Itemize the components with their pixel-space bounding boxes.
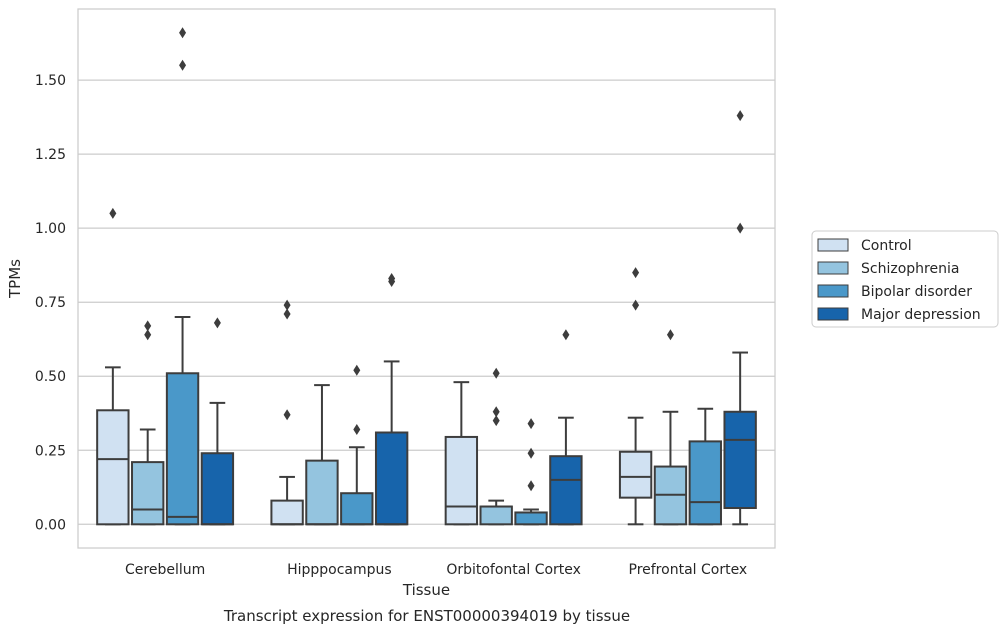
y-tick-label: 1.00 bbox=[35, 221, 66, 237]
outlier-point bbox=[353, 364, 361, 376]
box-body bbox=[618, 450, 653, 499]
outlier-point bbox=[179, 59, 187, 71]
y-tick-label: 0.75 bbox=[35, 295, 66, 311]
y-tick-label: 0.00 bbox=[35, 517, 66, 533]
box-body bbox=[479, 505, 513, 526]
outlier-point bbox=[666, 329, 674, 341]
box-body bbox=[340, 492, 374, 526]
box-body bbox=[200, 452, 235, 526]
box bbox=[305, 384, 339, 526]
x-tick-label: Hipppocampus bbox=[287, 562, 392, 578]
box bbox=[270, 299, 304, 526]
legend-swatch bbox=[817, 307, 849, 321]
legend-frame bbox=[811, 230, 999, 328]
y-tick-label: 1.50 bbox=[35, 73, 66, 89]
box bbox=[549, 329, 583, 526]
chart-caption: Transcript expression for ENST0000039401… bbox=[223, 607, 630, 625]
outlier-point bbox=[492, 415, 500, 427]
outlier-point bbox=[632, 267, 640, 279]
outlier-point bbox=[388, 273, 396, 284]
outlier-point bbox=[213, 317, 221, 329]
box-body bbox=[131, 461, 165, 526]
y-axis-title: TPMs bbox=[6, 259, 24, 299]
legend-label: Control bbox=[861, 238, 912, 254]
outlier-point bbox=[492, 367, 500, 379]
outlier-point bbox=[353, 424, 361, 436]
box-body bbox=[688, 440, 722, 526]
box bbox=[374, 273, 409, 526]
box bbox=[200, 317, 235, 526]
legend: Control Schizophrenia Bipolar disorder Majo… bbox=[811, 230, 999, 328]
box-body bbox=[374, 431, 409, 526]
box bbox=[479, 367, 513, 526]
legend-label: Schizophrenia bbox=[861, 261, 959, 277]
outlier-point bbox=[492, 406, 500, 418]
legend-swatch bbox=[817, 261, 849, 275]
box-body bbox=[549, 455, 583, 526]
outlier-point bbox=[527, 480, 535, 492]
box bbox=[165, 27, 200, 526]
x-tick-label: Orbitofontal Cortex bbox=[446, 562, 581, 578]
box bbox=[618, 267, 653, 526]
box-body bbox=[444, 435, 479, 526]
box bbox=[723, 110, 757, 526]
x-axis-title: Tissue bbox=[402, 581, 450, 599]
x-tick-label: Cerebellum bbox=[125, 562, 205, 578]
outlier-point bbox=[736, 222, 744, 234]
x-tick-labels: Cerebellum Hipppocampus Orbitofontal Corte… bbox=[125, 562, 747, 578]
box-body bbox=[270, 499, 304, 526]
outlier-point bbox=[144, 320, 152, 332]
legend-label: Bipolar disorder bbox=[861, 284, 972, 300]
box-body bbox=[165, 372, 200, 526]
plot-frame bbox=[77, 8, 776, 549]
box-body bbox=[305, 459, 339, 526]
outlier-point bbox=[109, 207, 117, 219]
outlier-point bbox=[527, 418, 535, 430]
outlier-point bbox=[736, 110, 744, 122]
legend-label: Major depression bbox=[861, 307, 981, 323]
legend-swatch bbox=[817, 238, 849, 252]
outlier-point bbox=[632, 299, 640, 311]
y-tick-labels: 0.00 0.25 0.50 0.75 1.00 1.25 1.50 bbox=[35, 73, 66, 533]
outlier-point bbox=[283, 308, 291, 320]
box-body bbox=[514, 511, 548, 526]
box-series bbox=[96, 27, 757, 526]
outlier-point bbox=[283, 409, 291, 421]
outlier-point bbox=[179, 27, 187, 39]
outlier-point bbox=[527, 447, 535, 459]
box bbox=[514, 418, 548, 526]
outlier-point bbox=[283, 299, 291, 311]
outlier-point bbox=[562, 329, 570, 341]
y-tick-label: 0.50 bbox=[35, 369, 66, 385]
legend-swatch bbox=[817, 284, 849, 298]
box bbox=[444, 381, 479, 526]
box bbox=[340, 364, 374, 526]
box bbox=[131, 320, 165, 526]
outlier-point bbox=[144, 329, 152, 341]
box bbox=[96, 207, 130, 526]
y-tick-label: 1.25 bbox=[35, 147, 66, 163]
x-tick-label: Prefrontal Cortex bbox=[629, 562, 748, 578]
y-tick-label: 0.25 bbox=[35, 443, 66, 459]
box-body bbox=[96, 409, 130, 526]
box bbox=[688, 407, 722, 526]
box bbox=[653, 329, 688, 526]
box-body bbox=[723, 410, 757, 510]
